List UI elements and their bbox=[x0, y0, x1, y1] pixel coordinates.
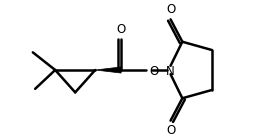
Text: O: O bbox=[117, 23, 126, 36]
Text: N: N bbox=[166, 65, 175, 78]
Text: O: O bbox=[166, 3, 175, 16]
Polygon shape bbox=[95, 67, 121, 73]
Text: O: O bbox=[166, 124, 175, 137]
Text: O: O bbox=[149, 65, 158, 78]
